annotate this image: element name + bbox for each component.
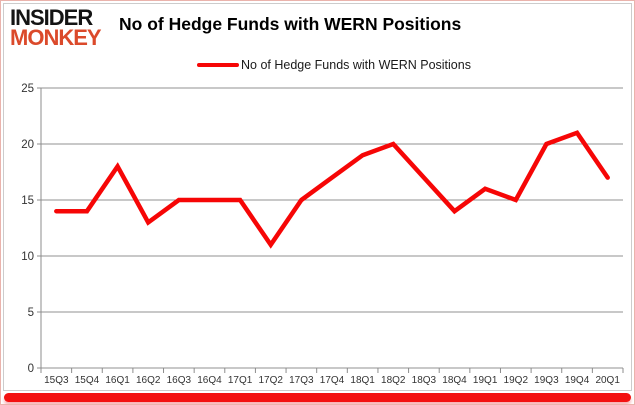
y-axis-label: 10 [21,251,34,263]
x-axis-label: 17Q1 [228,375,253,386]
x-axis-label: 15Q4 [75,375,100,386]
chart-title: No of Hedge Funds with WERN Positions [119,14,462,34]
x-axis-label: 15Q3 [44,375,69,386]
x-axis-label: 19Q2 [504,375,529,386]
logo-line2: MONKEY [10,24,102,50]
x-axis-label: 19Q4 [565,375,590,386]
legend: No of Hedge Funds with WERN Positions [197,58,471,72]
line-chart: 0 5 10 15 20 25 15Q3 15Q4 16Q1 16Q2 16Q3 16Q4 17Q1 17… [21,83,624,386]
x-axis-label: 17Q3 [289,375,314,386]
y-axis-label: 15 [21,195,34,207]
x-axis-label: 18Q4 [442,375,467,386]
x-axis-label: 18Q2 [381,375,406,386]
x-axis-label: 20Q1 [595,375,620,386]
x-axis-label: 16Q2 [136,375,161,386]
y-axis-label: 25 [21,83,34,95]
logo-line1: INSIDER [10,5,93,30]
x-axis-label: 16Q1 [105,375,130,386]
y-axis-label: 0 [28,363,34,375]
x-axis-label: 18Q3 [412,375,437,386]
x-axis-label: 16Q3 [167,375,192,386]
legend-label: No of Hedge Funds with WERN Positions [241,58,471,72]
x-axis-label: 19Q1 [473,375,498,386]
y-axis-label: 5 [28,307,34,319]
legend-line-swatch [197,62,239,68]
chart-frame [3,3,632,391]
bottom-red-bar [4,393,631,402]
x-axis-label: 17Q2 [259,375,284,386]
x-axis-label: 18Q1 [350,375,375,386]
x-axis-label: 17Q4 [320,375,345,386]
x-axis-label: 19Q3 [534,375,559,386]
insider-monkey-logo: INSIDER MONKEY [10,5,102,50]
x-axis-label: 16Q4 [197,375,222,386]
data-line [54,130,610,249]
y-axis-label: 20 [21,139,34,151]
